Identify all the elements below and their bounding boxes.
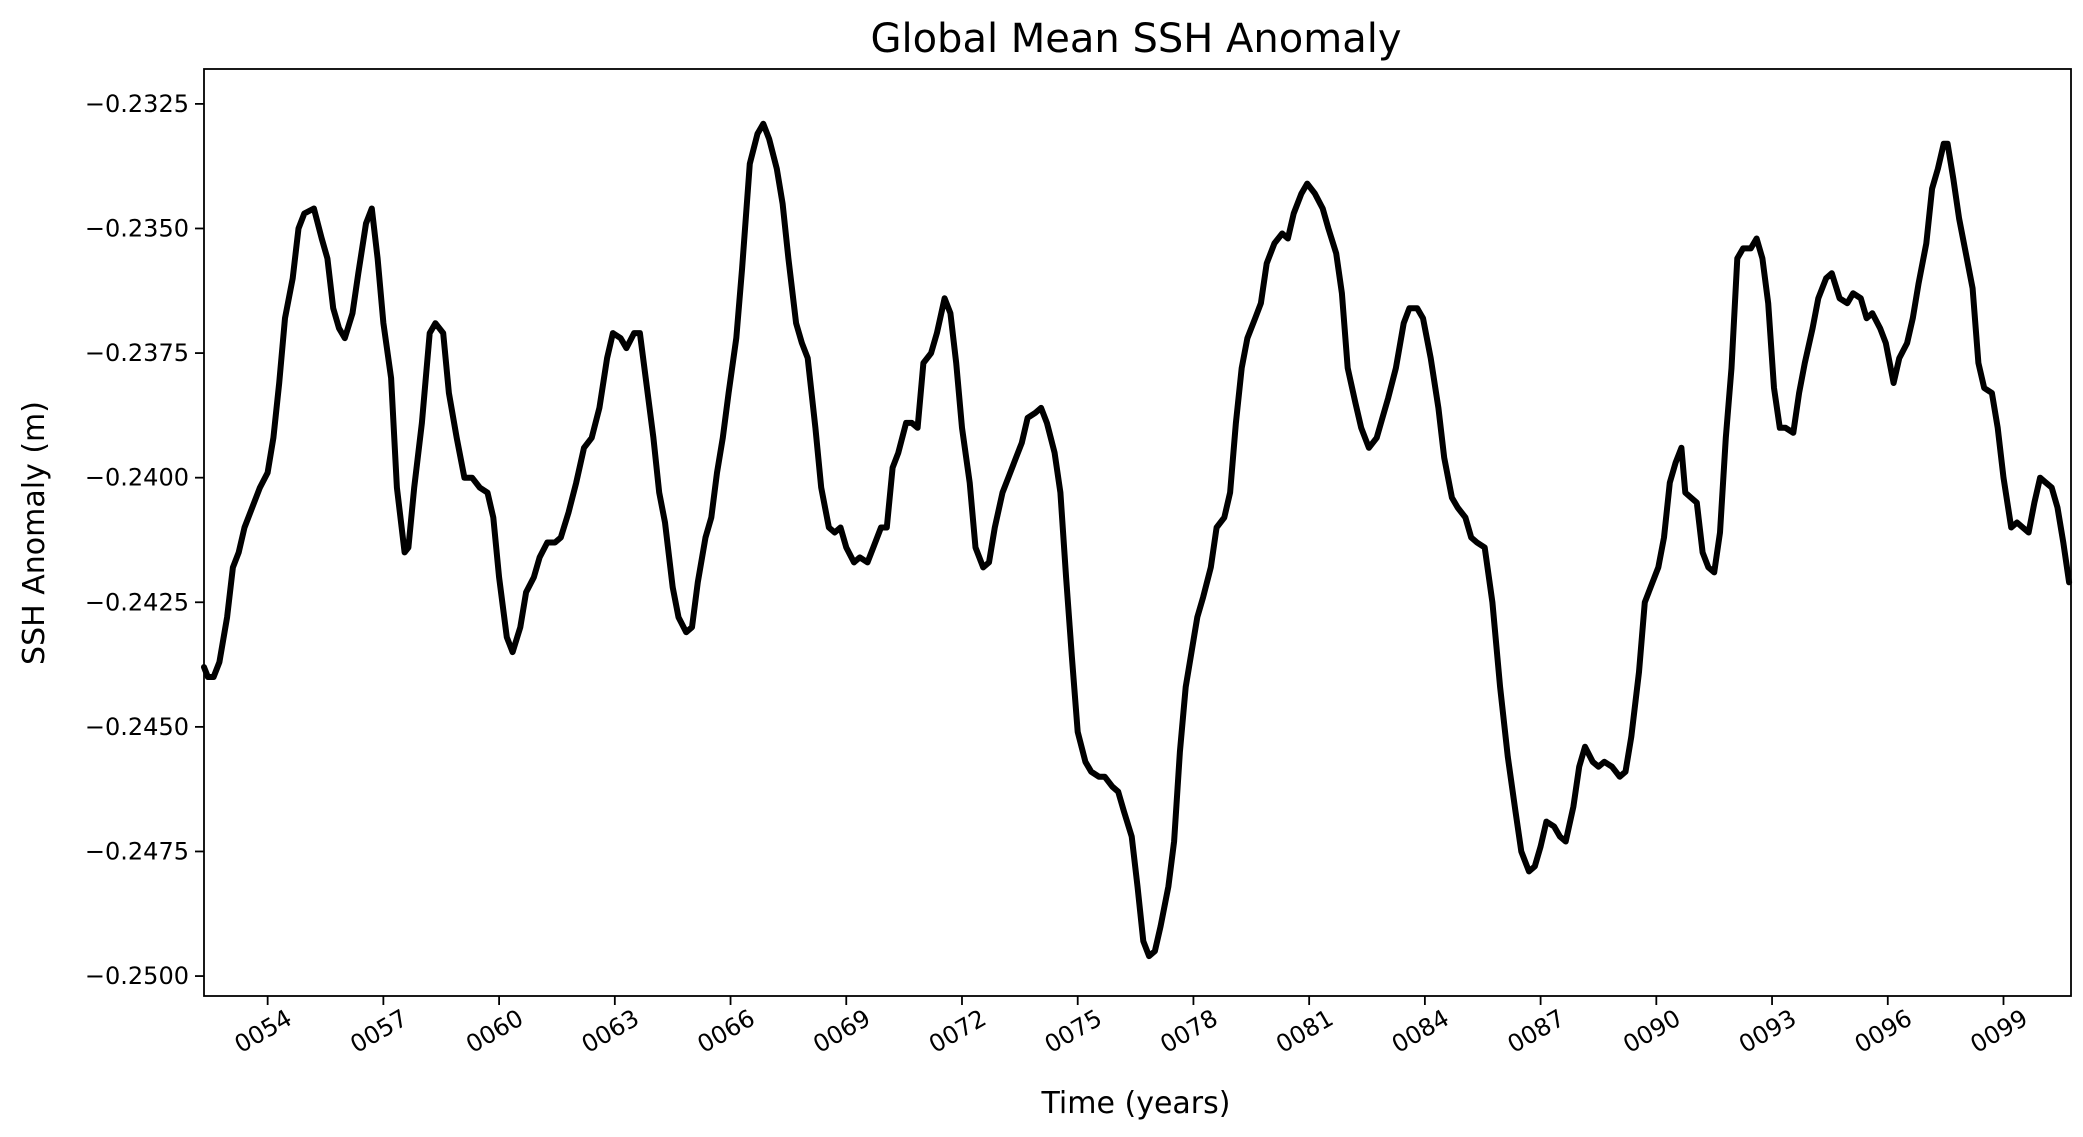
axes-frame bbox=[203, 68, 2072, 997]
y-tick-label: −0.2325 bbox=[85, 90, 189, 118]
y-tick-label: −0.2425 bbox=[85, 588, 189, 616]
y-tick-label: −0.2500 bbox=[85, 962, 189, 990]
y-tick-label: −0.2450 bbox=[85, 713, 189, 741]
y-tick-label: −0.2375 bbox=[85, 339, 189, 367]
y-axis-label: SSH Anomaly (m) bbox=[17, 401, 52, 665]
ssh-anomaly-line bbox=[201, 120, 2073, 960]
y-axis-ticks: −0.2325 −0.2350 −0.2375 −0.2400 −0.2425 −0.24… bbox=[85, 90, 204, 990]
y-tick-label: −0.2350 bbox=[85, 214, 189, 242]
y-tick-label: −0.2400 bbox=[85, 464, 189, 492]
chart-title: Global Mean SSH Anomaly bbox=[870, 16, 1401, 62]
x-axis-label: Time (years) bbox=[1041, 1086, 1231, 1121]
y-tick-label: −0.2475 bbox=[85, 837, 189, 865]
